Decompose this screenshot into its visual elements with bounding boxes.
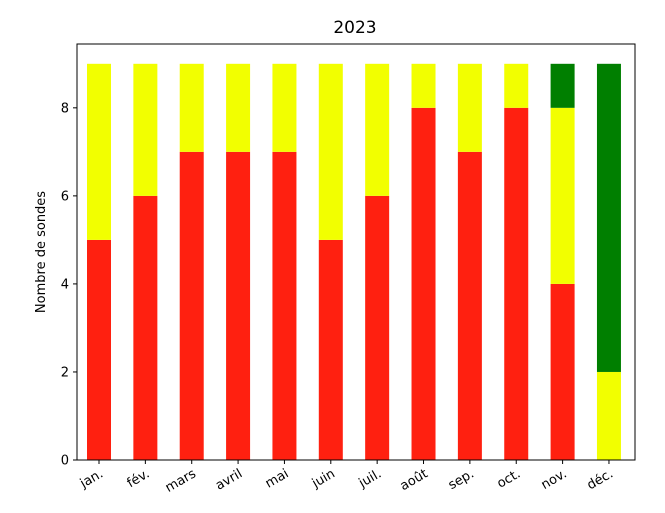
bar-segment: [411, 63, 436, 108]
bar-segment: [179, 151, 204, 460]
x-axis: jan. fév. mars avril mai juin juil. août sep. oct…: [77, 460, 616, 496]
x-tick-label: déc.: [585, 466, 616, 493]
bar-segment: [504, 107, 529, 460]
bar-segment: [87, 239, 111, 460]
y-tick-label: 6: [61, 189, 69, 204]
bar-segment: [550, 283, 575, 460]
x-tick-label: oct.: [495, 466, 524, 491]
y-tick-label: 8: [61, 101, 69, 116]
bar-segment: [504, 63, 529, 108]
bar-segment: [457, 63, 482, 152]
y-tick-label: 4: [61, 277, 69, 292]
x-tick-label: mai: [263, 466, 292, 491]
x-tick-label: fév.: [125, 466, 153, 491]
x-tick-label: juil.: [356, 466, 384, 491]
bar-segment: [365, 195, 390, 460]
y-tick-label: 0: [61, 454, 69, 469]
bar-segment: [365, 63, 390, 196]
bar-segment: [411, 107, 436, 460]
bars-group: [87, 63, 621, 460]
bar-segment: [179, 63, 204, 152]
x-tick-label: sep.: [446, 466, 477, 493]
x-tick-label: nov.: [539, 466, 570, 492]
bar-segment: [318, 63, 343, 240]
bar-segment: [87, 63, 111, 240]
bar-segment: [457, 151, 482, 460]
plot-frame: [76, 43, 636, 461]
bar-segment: [596, 63, 621, 372]
x-tick-label: mars: [163, 466, 199, 495]
bar-segment: [550, 107, 575, 284]
bar-segment: [596, 371, 621, 460]
x-tick-label: août: [398, 466, 431, 494]
y-axis: 0 2 4 6 8: [61, 101, 77, 469]
y-axis-label: Nombre de sondes: [34, 191, 49, 313]
chart-title: 2023: [333, 18, 376, 38]
bar-segment: [226, 63, 251, 152]
bar-segment: [318, 239, 343, 460]
bar-segment: [226, 151, 251, 460]
bar-segment: [133, 195, 158, 460]
x-tick-label: avril: [213, 466, 245, 493]
y-tick-label: 2: [61, 365, 69, 380]
bar-segment: [133, 63, 158, 196]
x-tick-label: juin: [309, 466, 338, 491]
bar-segment: [272, 151, 297, 460]
bar-segment: [550, 63, 575, 108]
bar-segment: [272, 63, 297, 152]
x-tick-label: jan.: [77, 466, 106, 491]
